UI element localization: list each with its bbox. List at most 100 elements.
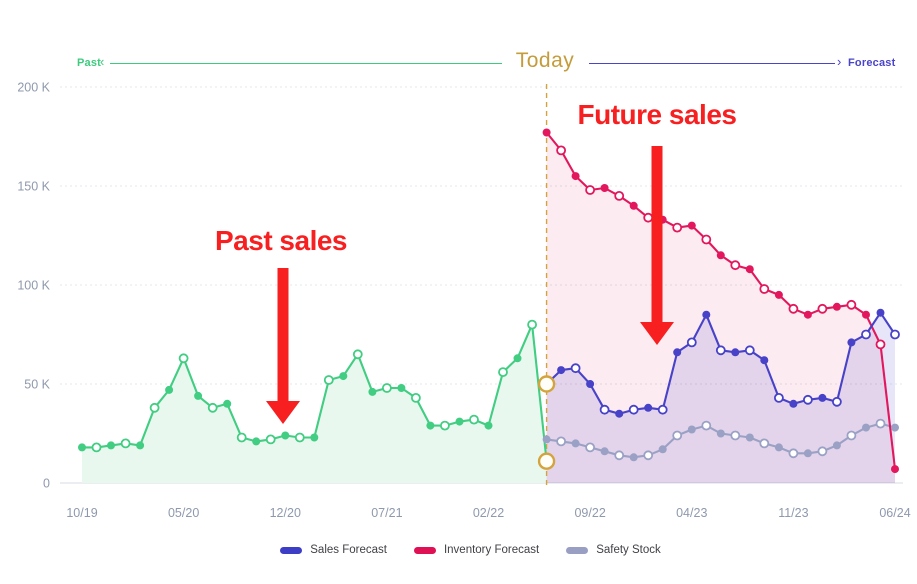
- data-point[interactable]: [91, 442, 102, 453]
- data-point[interactable]: [410, 392, 421, 403]
- data-point[interactable]: [774, 443, 783, 452]
- data-point[interactable]: [629, 453, 638, 462]
- data-point[interactable]: [600, 447, 609, 456]
- data-point[interactable]: [846, 430, 857, 441]
- data-point[interactable]: [891, 465, 899, 474]
- data-point[interactable]: [730, 260, 741, 271]
- data-point[interactable]: [397, 384, 406, 392]
- data-point[interactable]: [194, 391, 203, 400]
- data-point[interactable]: [556, 145, 566, 156]
- data-point[interactable]: [774, 392, 784, 403]
- data-point[interactable]: [686, 337, 697, 348]
- data-point[interactable]: [600, 184, 609, 192]
- data-point[interactable]: [643, 212, 654, 223]
- data-point[interactable]: [439, 420, 450, 431]
- data-point[interactable]: [687, 425, 696, 434]
- data-point[interactable]: [744, 345, 755, 356]
- data-point[interactable]: [759, 438, 770, 449]
- data-point[interactable]: [832, 302, 841, 311]
- data-point[interactable]: [571, 172, 580, 181]
- data-point[interactable]: [265, 434, 276, 445]
- data-point[interactable]: [817, 303, 828, 314]
- data-point[interactable]: [862, 310, 870, 319]
- data-point[interactable]: [78, 443, 86, 452]
- data-point[interactable]: [716, 429, 725, 438]
- data-point[interactable]: [862, 423, 870, 432]
- data-point[interactable]: [469, 414, 479, 425]
- data-point[interactable]: [788, 303, 799, 314]
- data-point[interactable]: [381, 383, 392, 393]
- data-point[interactable]: [426, 421, 435, 430]
- data-point[interactable]: [730, 430, 741, 441]
- data-point[interactable]: [586, 380, 595, 388]
- data-point[interactable]: [207, 402, 218, 413]
- data-point[interactable]: [628, 404, 639, 415]
- data-point[interactable]: [513, 354, 522, 363]
- data-point[interactable]: [832, 441, 841, 450]
- data-point[interactable]: [236, 432, 247, 443]
- data-point[interactable]: [875, 339, 886, 350]
- data-point[interactable]: [615, 409, 624, 418]
- data-point[interactable]: [323, 375, 334, 385]
- data-point[interactable]: [484, 421, 493, 430]
- data-point[interactable]: [556, 436, 566, 447]
- data-point[interactable]: [788, 448, 799, 459]
- data-point[interactable]: [687, 221, 696, 230]
- data-point[interactable]: [149, 402, 160, 413]
- data-point[interactable]: [614, 450, 625, 461]
- data-point[interactable]: [657, 404, 668, 415]
- data-point[interactable]: [876, 308, 885, 317]
- data-point[interactable]: [891, 423, 899, 432]
- data-point[interactable]: [136, 441, 145, 450]
- data-point[interactable]: [178, 353, 189, 364]
- data-point[interactable]: [716, 251, 725, 260]
- data-point[interactable]: [745, 265, 754, 274]
- data-point[interactable]: [658, 445, 667, 454]
- data-point[interactable]: [252, 437, 261, 446]
- data-point[interactable]: [818, 393, 827, 402]
- data-point[interactable]: [803, 449, 812, 458]
- data-point[interactable]: [759, 284, 770, 294]
- data-point[interactable]: [120, 438, 131, 449]
- data-point[interactable]: [352, 349, 363, 360]
- data-point[interactable]: [542, 128, 551, 137]
- data-point[interactable]: [310, 433, 319, 442]
- data-point[interactable]: [760, 356, 769, 365]
- data-point[interactable]: [557, 366, 566, 375]
- data-point[interactable]: [281, 431, 290, 440]
- data-point[interactable]: [701, 420, 712, 431]
- data-point[interactable]: [455, 417, 464, 426]
- data-point[interactable]: [745, 433, 754, 442]
- data-point[interactable]: [774, 290, 783, 299]
- data-point[interactable]: [571, 439, 580, 448]
- data-point[interactable]: [701, 234, 712, 245]
- data-point[interactable]: [644, 403, 653, 412]
- data-point[interactable]: [294, 432, 305, 443]
- today-marker[interactable]: [537, 375, 556, 393]
- data-point[interactable]: [861, 329, 871, 340]
- data-point[interactable]: [107, 441, 115, 450]
- data-point[interactable]: [847, 338, 856, 347]
- data-point[interactable]: [570, 363, 581, 374]
- data-point[interactable]: [890, 329, 900, 340]
- data-point[interactable]: [585, 442, 595, 453]
- data-point[interactable]: [498, 367, 508, 378]
- today-marker[interactable]: [537, 452, 556, 470]
- data-point[interactable]: [832, 396, 842, 407]
- legend-item-sales-forecast[interactable]: Sales Forecast: [280, 544, 387, 556]
- legend-item-safety-stock[interactable]: Safety Stock: [566, 544, 661, 556]
- data-point[interactable]: [817, 446, 828, 457]
- data-point[interactable]: [165, 385, 174, 394]
- data-point[interactable]: [223, 399, 232, 408]
- data-point[interactable]: [614, 190, 625, 201]
- data-point[interactable]: [875, 418, 886, 429]
- data-point[interactable]: [368, 387, 377, 396]
- data-point[interactable]: [629, 201, 638, 210]
- data-point[interactable]: [846, 299, 857, 310]
- data-point[interactable]: [803, 310, 812, 319]
- data-point[interactable]: [672, 222, 683, 233]
- data-point[interactable]: [673, 348, 682, 357]
- data-point[interactable]: [672, 430, 683, 441]
- data-point[interactable]: [339, 372, 348, 381]
- data-point[interactable]: [542, 435, 551, 444]
